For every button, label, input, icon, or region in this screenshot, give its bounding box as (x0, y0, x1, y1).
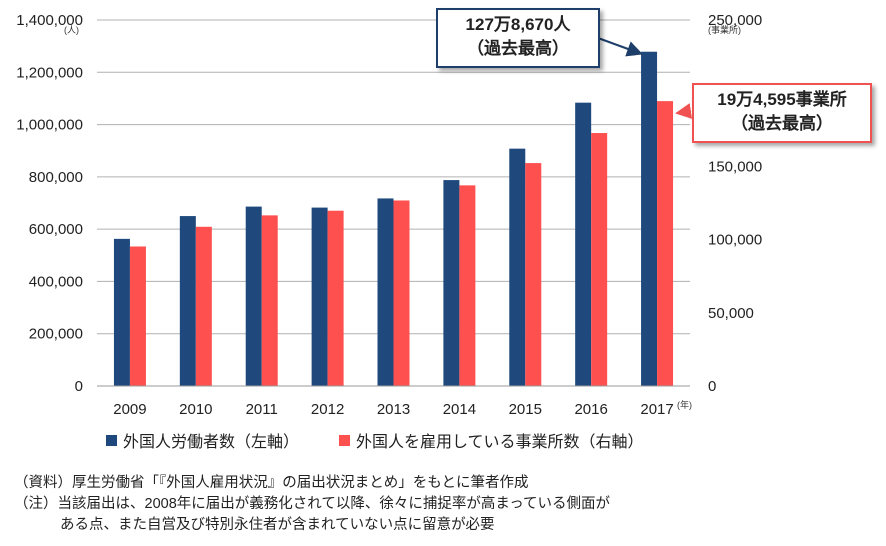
left-tick-label: 600,000 (29, 221, 83, 238)
right-tick-label: 100,000 (708, 232, 762, 249)
callout-pointers (597, 37, 693, 119)
x-tick-label: 2017 (640, 401, 673, 418)
left-tick-label: 0 (75, 378, 83, 395)
x-tick-label: 2011 (246, 401, 278, 418)
legend-swatch-workers (106, 434, 117, 446)
legend-item-workers: 外国人労働者数（左軸） (106, 428, 299, 452)
bar-workers-2009 (113, 238, 130, 386)
caveat-note-line2: ある点、また自営及び特別永住者が含まれていない点に留意が必要 (60, 517, 495, 533)
workers-callout-value: 127万8,670人 (465, 15, 571, 34)
workers-callout-note: （過去最高） (467, 39, 569, 58)
right-tick-label: 0 (708, 378, 716, 395)
legend-label-establishments: 外国人を雇用している事業所数（右軸） (356, 434, 644, 451)
establishments-callout-value: 19万4,595事業所 (717, 90, 847, 109)
left-tick-label: 400,000 (29, 273, 83, 290)
left-axis-unit: (人) (64, 25, 79, 35)
notes: （資料）厚生労働省「『外国人雇用状況』の届出状況まとめ」をもとに筆者作成 （注）… (14, 473, 610, 536)
bar-establishments-2013 (393, 200, 410, 386)
bar-workers-2012 (311, 207, 328, 386)
left-tick-label: 200,000 (29, 326, 83, 343)
x-tick-label: 2012 (311, 401, 344, 418)
x-axis-unit: (年) (677, 399, 692, 410)
bar-establishments-2016 (591, 133, 608, 386)
x-tick-label: 2014 (443, 401, 476, 418)
x-tick-label: 2013 (377, 401, 410, 418)
bar-establishments-2009 (129, 246, 146, 386)
bar-workers-2015 (509, 148, 526, 386)
bar-workers-2016 (575, 102, 592, 387)
right-axis-unit: (事業所) (708, 24, 741, 35)
bar-workers-2017 (641, 51, 658, 387)
left-tick-label: 1,000,000 (16, 117, 83, 134)
bar-workers-2011 (245, 206, 262, 386)
bar-chart: 0 200,000 400,000 600,000 800,000 1,000,000 1,… (16, 12, 762, 418)
bar-establishments-2014 (459, 185, 476, 386)
right-tick-label: 50,000 (708, 305, 754, 322)
x-tick-label: 2015 (509, 401, 542, 418)
x-tick-label: 2010 (179, 401, 212, 418)
bar-establishments-2017 (657, 101, 674, 387)
legend-label-workers: 外国人労働者数（左軸） (123, 434, 300, 451)
legend-item-establishments: 外国人を雇用している事業所数（右軸） (339, 428, 644, 452)
left-tick-label: 1,400,000 (16, 12, 83, 29)
workers-callout: 127万8,670人 （過去最高） (436, 8, 600, 68)
left-axis: 0 200,000 400,000 600,000 800,000 1,000,000 1,… (16, 12, 83, 395)
right-tick-label: 150,000 (708, 158, 762, 175)
left-tick-label: 1,200,000 (16, 64, 83, 81)
left-tick-label: 800,000 (29, 169, 83, 186)
bar-establishments-2015 (525, 163, 542, 386)
x-axis: 2009 2010 2011 2012 2013 2014 2015 2016 2017 (年) (97, 385, 692, 418)
bar-establishments-2011 (261, 215, 278, 386)
establishments-callout: 19万4,595事業所 （過去最高） (692, 83, 872, 143)
x-tick-label: 2009 (113, 401, 146, 418)
bar-establishments-2010 (195, 226, 212, 386)
bars (113, 51, 674, 387)
source-note: （資料）厚生労働省「『外国人雇用状況』の届出状況まとめ」をもとに筆者作成 (14, 475, 529, 491)
establishments-callout-arrow (675, 103, 693, 119)
x-tick-label: 2016 (574, 401, 607, 418)
legend-swatch-establishments (339, 434, 351, 446)
caveat-note-line1: （注）当該届出は、2008年に届出が義務化されて以降、徐々に捕捉率が高まっている… (14, 496, 611, 512)
workers-callout-arrow (597, 37, 643, 57)
bar-workers-2014 (443, 180, 460, 386)
bar-workers-2013 (377, 198, 394, 386)
bar-workers-2010 (179, 216, 196, 386)
bar-establishments-2012 (327, 210, 344, 386)
establishments-callout-note: （過去最高） (731, 114, 833, 133)
legend: 外国人労働者数（左軸） 外国人を雇用している事業所数（右軸） (106, 428, 644, 452)
right-tick-label: 250,000 (708, 12, 762, 29)
